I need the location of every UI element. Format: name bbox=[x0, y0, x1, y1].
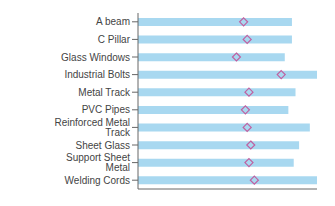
svg-text:Welding Cords: Welding Cords bbox=[65, 175, 130, 186]
svg-text:A beam: A beam bbox=[96, 16, 130, 27]
svg-text:Glass Windows: Glass Windows bbox=[61, 52, 130, 63]
svg-text:PVC Pipes: PVC Pipes bbox=[82, 104, 130, 115]
svg-text:Reinforced MetalTrack: Reinforced MetalTrack bbox=[54, 117, 131, 138]
svg-text:C Pillar: C Pillar bbox=[98, 34, 131, 45]
svg-text:Sheet Glass: Sheet Glass bbox=[76, 140, 130, 151]
svg-text:Support SheetMetal: Support SheetMetal bbox=[66, 152, 130, 173]
svg-text:Industrial Bolts: Industrial Bolts bbox=[64, 69, 130, 80]
svg-text:Metal Track: Metal Track bbox=[78, 87, 131, 98]
